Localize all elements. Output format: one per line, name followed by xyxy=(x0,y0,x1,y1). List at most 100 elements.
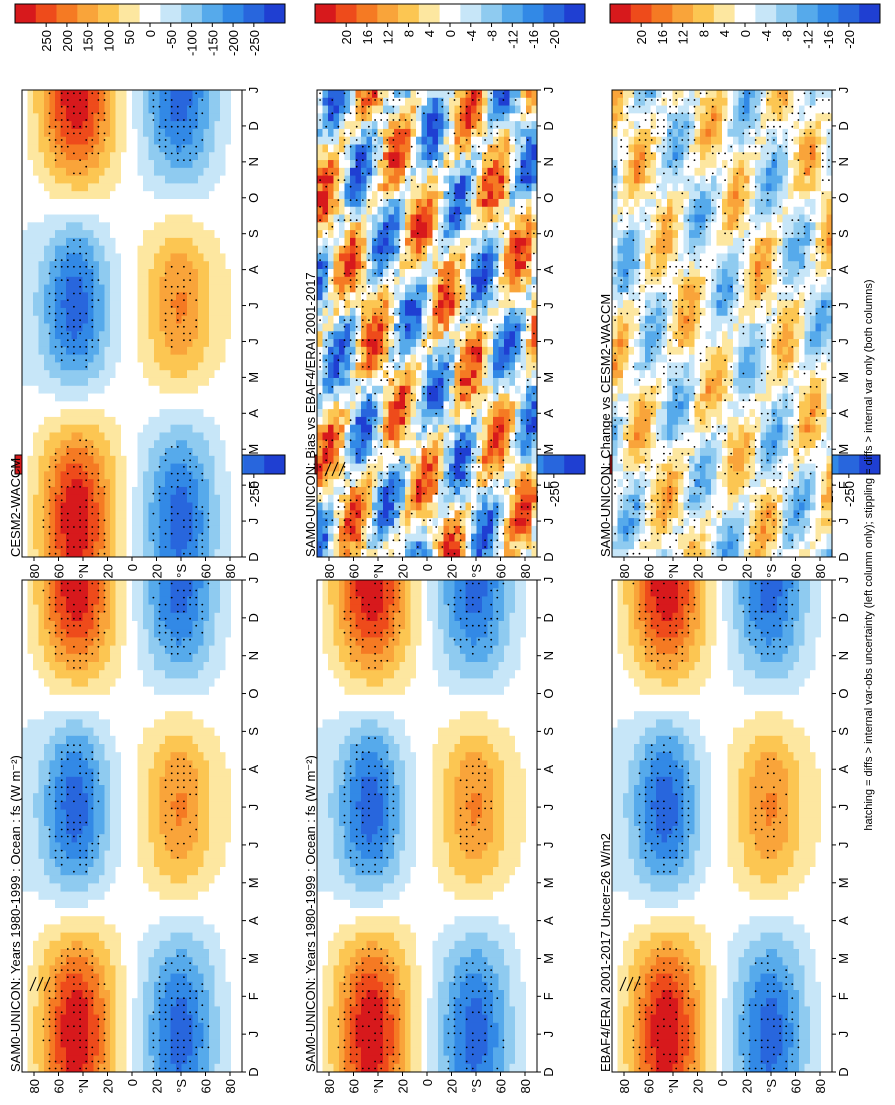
stipple-dot xyxy=(183,1046,185,1049)
heatmap-cell xyxy=(154,932,160,942)
heatmap-cell xyxy=(203,768,210,778)
heatmap-cell xyxy=(432,596,439,605)
heatmap-cell xyxy=(471,883,477,892)
heatmap-cell xyxy=(432,908,439,917)
heatmap-cell xyxy=(22,703,28,712)
heatmap-cell xyxy=(93,727,100,737)
stipple-dot xyxy=(189,638,192,641)
heatmap-cell xyxy=(328,621,334,630)
heatmap-cell xyxy=(27,645,34,655)
heatmap-cell xyxy=(170,662,177,671)
heatmap-cell xyxy=(88,1063,94,1073)
heatmap-cell xyxy=(99,588,105,597)
heatmap-cell xyxy=(88,1047,94,1056)
stipple-dot xyxy=(158,976,161,978)
heatmap-cell xyxy=(383,957,389,966)
heatmap-cell xyxy=(416,678,422,687)
heatmap-cell xyxy=(99,809,105,819)
heatmap-cell xyxy=(399,703,406,712)
heatmap-cell xyxy=(339,817,345,827)
heatmap-cell xyxy=(438,785,444,794)
heatmap-cell xyxy=(99,735,105,745)
heatmap-cell xyxy=(99,883,105,892)
heatmap-cell xyxy=(405,965,411,974)
heatmap-cell xyxy=(55,924,61,933)
heatmap-cell xyxy=(328,965,334,974)
heatmap-cell xyxy=(181,817,188,827)
heatmap-cell xyxy=(372,678,378,687)
heatmap-cell xyxy=(159,653,166,663)
heatmap-cell xyxy=(187,653,193,663)
heatmap-cell xyxy=(38,883,45,892)
heatmap-cell xyxy=(460,1039,466,1048)
heatmap-cell xyxy=(126,932,133,942)
heatmap-cell xyxy=(504,711,510,720)
stipple-dot xyxy=(85,990,88,993)
heatmap-cell xyxy=(482,957,488,966)
heatmap-cell xyxy=(498,678,505,687)
heatmap-cell xyxy=(410,1022,417,1032)
stipple-dot xyxy=(60,772,63,775)
heatmap-cell xyxy=(471,940,477,950)
heatmap-cell xyxy=(115,1022,122,1032)
heatmap-cell xyxy=(236,719,243,728)
heatmap-cell xyxy=(93,1022,100,1032)
heatmap-cell xyxy=(181,826,188,835)
heatmap-cell xyxy=(460,1022,466,1032)
heatmap-cell xyxy=(159,1047,166,1056)
heatmap-cell xyxy=(333,1014,340,1024)
heatmap-cell xyxy=(214,686,221,696)
heatmap-cell xyxy=(498,1047,505,1056)
heatmap-cell xyxy=(493,760,499,769)
heatmap-cell xyxy=(333,973,340,983)
heatmap-cell xyxy=(88,932,94,942)
heatmap-cell xyxy=(143,1063,149,1073)
heatmap-cell xyxy=(148,817,155,827)
heatmap-cell xyxy=(443,727,450,737)
heatmap-cell xyxy=(399,621,406,630)
heatmap-cell xyxy=(328,703,334,712)
heatmap-cell xyxy=(449,916,455,925)
heatmap-cell xyxy=(443,776,450,786)
heatmap-cell xyxy=(383,932,389,942)
heatmap-cell xyxy=(236,653,243,663)
stipple-dot xyxy=(189,962,192,964)
heatmap-cell xyxy=(187,809,193,819)
heatmap-cell xyxy=(366,899,373,909)
heatmap-cell xyxy=(399,735,406,745)
heatmap-cell xyxy=(187,932,193,942)
heatmap-cell xyxy=(416,760,422,769)
heatmap-cell xyxy=(55,612,61,622)
heatmap-cell xyxy=(27,842,34,851)
heatmap-cell xyxy=(93,899,100,909)
heatmap-cell xyxy=(410,949,417,958)
heatmap-cell xyxy=(198,883,204,892)
heatmap-cell xyxy=(388,760,395,769)
heatmap-cell xyxy=(27,801,34,810)
heatmap-cell xyxy=(322,858,329,868)
heatmap-cell xyxy=(170,998,177,1007)
heatmap-cell xyxy=(427,621,433,630)
heatmap-cell xyxy=(449,776,455,786)
heatmap-cell xyxy=(361,932,367,942)
heatmap-cell xyxy=(33,793,39,802)
heatmap-cell xyxy=(93,596,100,605)
heatmap-cell xyxy=(121,1022,127,1032)
heatmap-cell xyxy=(372,1055,378,1065)
stipple-dot xyxy=(176,969,179,971)
heatmap-cell xyxy=(137,760,144,769)
heatmap-cell xyxy=(55,744,61,753)
heatmap-cell xyxy=(22,621,28,630)
heatmap-cell xyxy=(482,1039,488,1048)
heatmap-cell xyxy=(198,719,204,728)
heatmap-cell xyxy=(383,891,389,901)
heatmap-cell xyxy=(225,670,232,679)
heatmap-cell xyxy=(159,711,166,720)
heatmap-cell xyxy=(77,908,83,917)
heatmap-cell xyxy=(427,645,433,655)
heatmap-cell xyxy=(339,908,345,917)
heatmap-cell xyxy=(93,973,100,983)
heatmap-cell xyxy=(165,883,171,892)
heatmap-cell xyxy=(366,727,373,737)
heatmap-cell xyxy=(88,891,94,901)
